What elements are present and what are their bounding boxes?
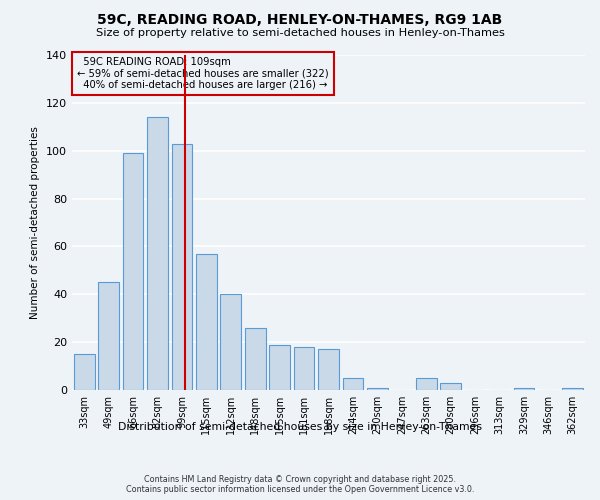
Bar <box>196 254 217 390</box>
Bar <box>122 153 143 390</box>
Bar <box>220 294 241 390</box>
Bar <box>367 388 388 390</box>
Bar <box>74 354 95 390</box>
Bar <box>416 378 437 390</box>
Bar <box>318 350 339 390</box>
Text: 59C, READING ROAD, HENLEY-ON-THAMES, RG9 1AB: 59C, READING ROAD, HENLEY-ON-THAMES, RG9… <box>97 12 503 26</box>
Bar <box>269 344 290 390</box>
Text: Size of property relative to semi-detached houses in Henley-on-Thames: Size of property relative to semi-detach… <box>95 28 505 38</box>
Bar <box>147 117 168 390</box>
Bar <box>343 378 364 390</box>
Bar <box>562 388 583 390</box>
Text: Distribution of semi-detached houses by size in Henley-on-Thames: Distribution of semi-detached houses by … <box>118 422 482 432</box>
Bar <box>514 388 535 390</box>
Text: Contains HM Land Registry data © Crown copyright and database right 2025.
Contai: Contains HM Land Registry data © Crown c… <box>126 474 474 494</box>
Y-axis label: Number of semi-detached properties: Number of semi-detached properties <box>31 126 40 319</box>
Text: 59C READING ROAD: 109sqm
← 59% of semi-detached houses are smaller (322)
  40% o: 59C READING ROAD: 109sqm ← 59% of semi-d… <box>77 56 329 90</box>
Bar <box>293 347 314 390</box>
Bar <box>172 144 193 390</box>
Bar <box>440 383 461 390</box>
Bar <box>245 328 266 390</box>
Bar <box>98 282 119 390</box>
